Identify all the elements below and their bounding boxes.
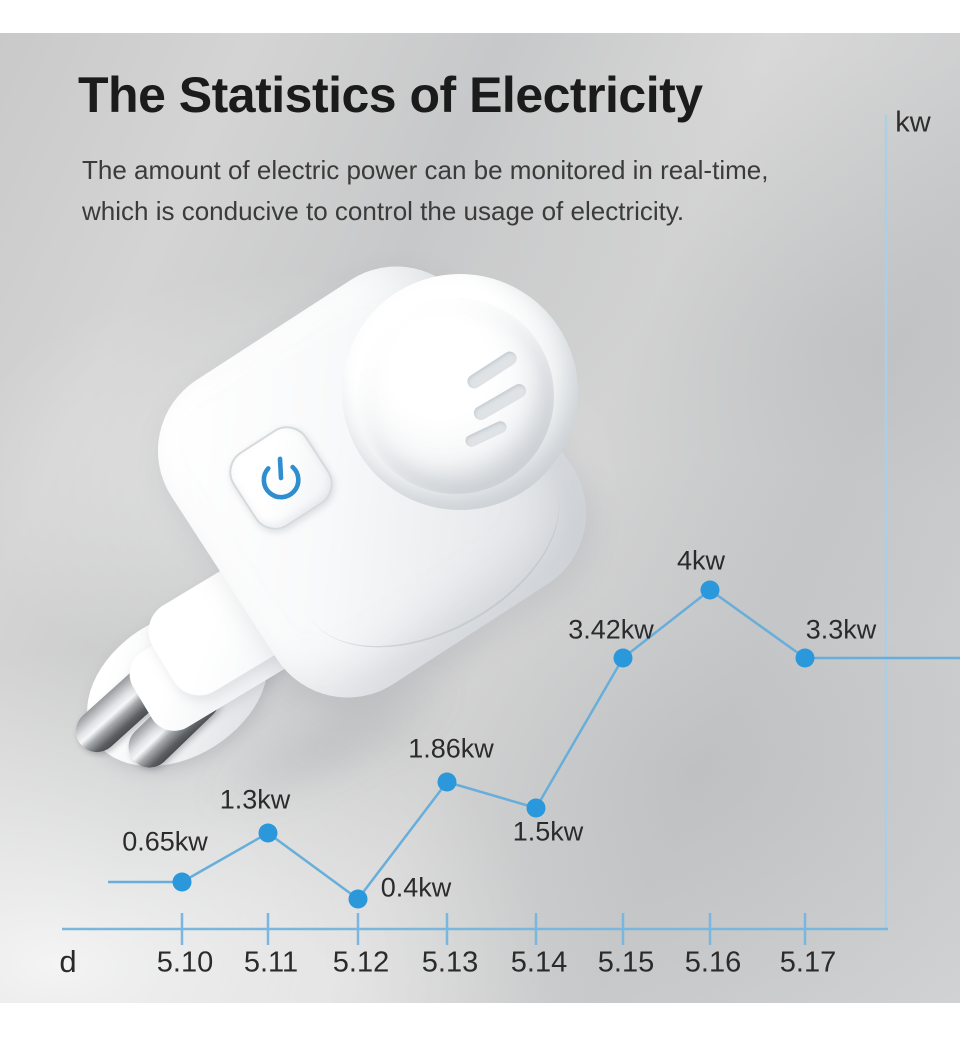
data-point: [437, 772, 457, 792]
data-point: [613, 648, 633, 668]
data-point: [348, 889, 368, 909]
page-subtitle-line1: The amount of electric power can be moni…: [82, 155, 769, 185]
page-subtitle: The amount of electric power can be moni…: [82, 150, 768, 232]
chart-line: [108, 588, 960, 901]
data-point: [795, 648, 815, 668]
data-point: [526, 798, 546, 818]
data-point: [172, 872, 192, 892]
page-title: The Statistics of Electricity: [78, 67, 703, 123]
data-point: [700, 580, 720, 600]
data-point: [258, 823, 278, 843]
page-subtitle-line2: which is conducive to control the usage …: [82, 196, 685, 226]
